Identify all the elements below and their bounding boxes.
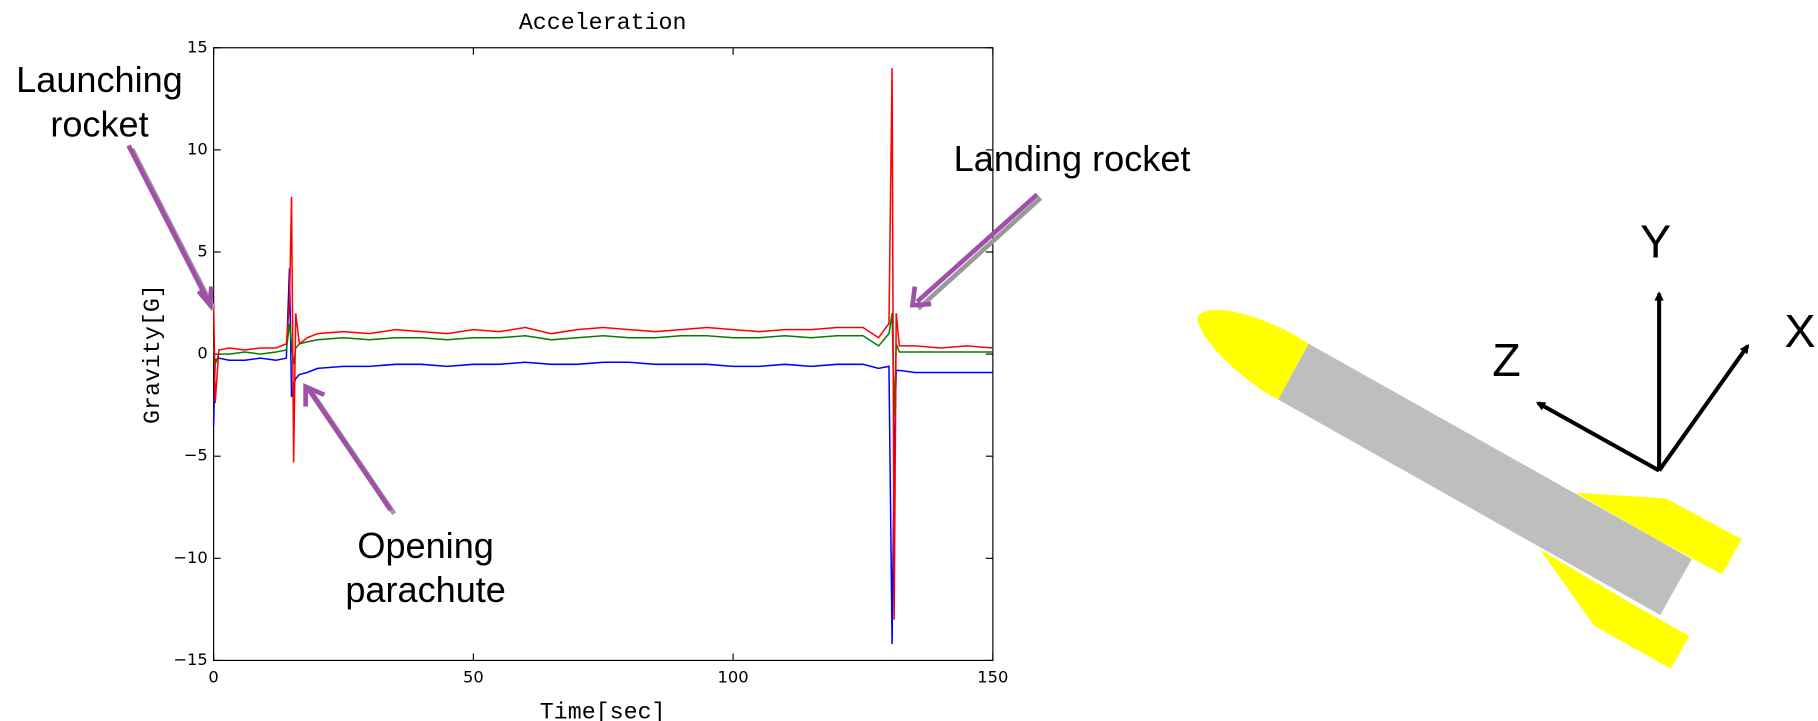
fin [1540, 549, 1690, 669]
rocket-nose [1197, 309, 1309, 400]
z-axis-arrow [1535, 401, 1661, 473]
x-tick-label: 100 [718, 667, 749, 686]
fin [1575, 492, 1742, 575]
arrow-shadow [916, 196, 1043, 311]
y-tick-label: 0 [197, 344, 207, 363]
y-tick-label: −10 [173, 548, 207, 567]
annotation: Opening [357, 525, 493, 566]
series-line [212, 268, 993, 645]
annotation: Landing rocket [954, 138, 1191, 179]
axis-letter: X [1785, 305, 1816, 357]
arrow [126, 144, 210, 302]
annotation: parachute [345, 569, 506, 610]
x-axis-label: Time[sec] [540, 700, 666, 721]
series-line [212, 313, 993, 416]
plot-frame [213, 47, 994, 662]
rocket-diagram: X Y Z [1197, 215, 1816, 669]
y-tick-label: −15 [173, 650, 207, 669]
y-tick-label: 5 [197, 241, 207, 260]
y-axis-label: Gravity[G] [140, 284, 166, 424]
annotation: rocket [50, 103, 148, 144]
arrow-head [909, 286, 932, 308]
x-axis-arrow [1657, 344, 1750, 472]
arrow-head [303, 383, 326, 407]
x-tick-label: 150 [977, 667, 1008, 686]
rocket-body [1278, 343, 1692, 616]
series-line [212, 68, 993, 620]
y-tick-label: 15 [187, 37, 208, 56]
arrows [126, 144, 1043, 515]
x-tick-label: 0 [208, 667, 218, 686]
y-tick-label: −5 [184, 446, 208, 465]
chart-title: Acceleration [519, 10, 687, 36]
x-tick-label: 50 [463, 667, 484, 686]
arrow-head [196, 286, 214, 312]
arrow [307, 388, 393, 512]
annotation: Launching [16, 59, 183, 100]
y-tick-label: 10 [187, 139, 208, 158]
axis-letter: Y [1640, 215, 1671, 267]
arrow [915, 192, 1039, 304]
axis-letter: Z [1492, 334, 1520, 386]
